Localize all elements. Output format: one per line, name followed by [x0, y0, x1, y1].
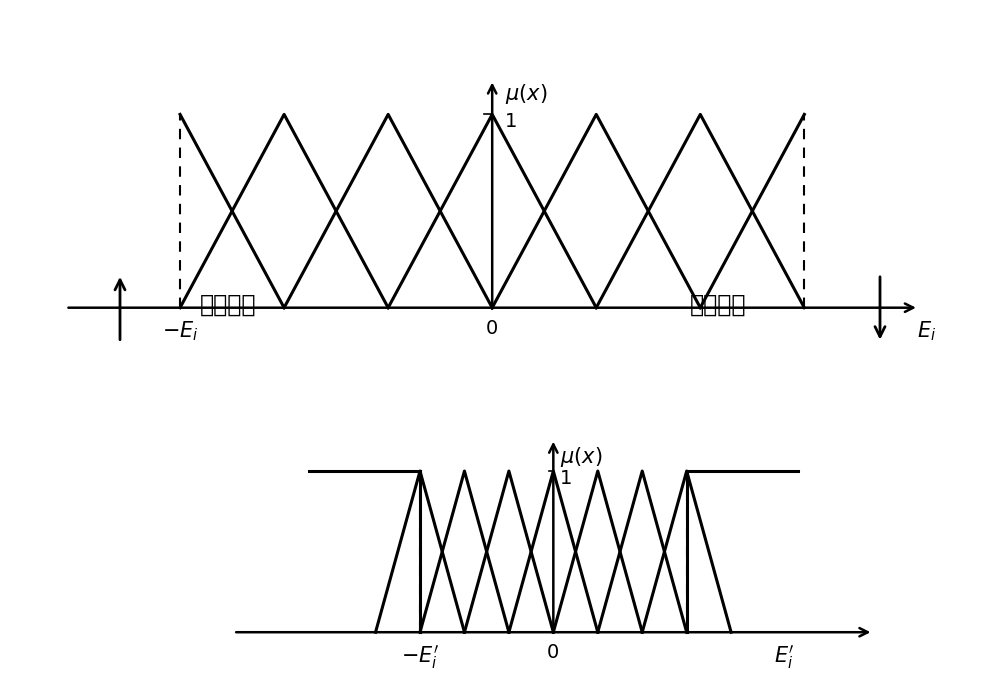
Text: 论域缩小: 论域缩小	[690, 292, 746, 317]
Text: $E_i$: $E_i$	[917, 319, 936, 343]
Text: $E_i'$: $E_i'$	[774, 643, 795, 671]
Text: $-E_i$: $-E_i$	[162, 319, 198, 343]
Text: 0: 0	[486, 319, 498, 338]
Text: $\mu(x)$: $\mu(x)$	[505, 82, 548, 105]
Text: 1: 1	[505, 112, 518, 132]
Text: $-E_i'$: $-E_i'$	[401, 643, 439, 671]
Text: 论域扩大: 论域扩大	[200, 292, 256, 317]
Text: 1: 1	[560, 469, 572, 488]
Text: 0: 0	[547, 643, 559, 662]
Text: $\mu(x)$: $\mu(x)$	[560, 445, 602, 469]
